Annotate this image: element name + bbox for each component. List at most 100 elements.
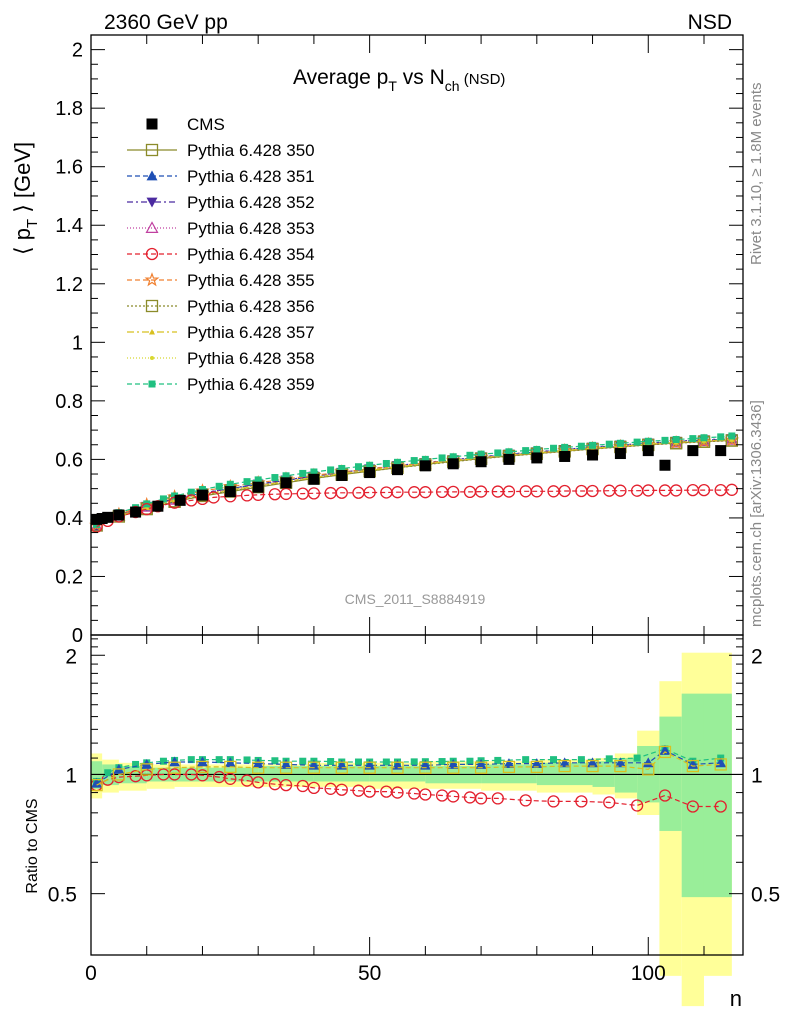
data-point — [310, 468, 318, 476]
legend-marker — [145, 143, 159, 157]
ratio-point — [252, 776, 265, 789]
data-point — [198, 486, 206, 494]
ratio-y-tick-label: 1 — [65, 764, 77, 787]
data-point — [243, 478, 251, 486]
data-point — [102, 511, 114, 523]
ratio-point — [558, 759, 571, 773]
ratio-point — [531, 758, 543, 769]
ratio-point — [503, 758, 515, 769]
ratio-point — [614, 759, 627, 773]
ratio-point — [494, 756, 502, 764]
ratio-point — [547, 795, 560, 808]
data-point — [577, 442, 585, 450]
ratio-y-label: Ratio to CMS — [24, 798, 41, 893]
data-point — [715, 445, 727, 457]
ratio-point — [642, 757, 654, 768]
ratio-point — [633, 754, 641, 762]
data-point — [474, 485, 488, 498]
ratio-point — [243, 756, 251, 764]
ratio-point — [187, 756, 195, 764]
data-point — [113, 509, 125, 521]
ratio-point — [391, 786, 404, 799]
ratio-point — [410, 758, 418, 766]
ratio-point — [559, 757, 571, 768]
series-4 — [90, 433, 739, 532]
ratio-line — [96, 748, 721, 782]
legend-label: Pythia 6.428 359 — [187, 375, 315, 394]
data-point — [391, 464, 403, 476]
data-point — [502, 485, 516, 498]
ratio-point — [335, 761, 348, 774]
data-point — [614, 448, 626, 460]
data-point — [421, 455, 429, 463]
legend-marker — [145, 221, 159, 233]
data-point — [447, 458, 459, 470]
data-point — [308, 473, 320, 485]
ratio-point — [104, 769, 112, 777]
ratio-point — [168, 761, 181, 774]
data-point — [505, 448, 513, 456]
data-point — [466, 451, 474, 459]
data-point — [475, 456, 487, 468]
ratio-point — [577, 756, 585, 764]
ratio-point — [419, 788, 432, 801]
legend-label: Pythia 6.428 355 — [187, 271, 315, 290]
x-tick-label: 100 — [631, 962, 666, 985]
data-point — [614, 484, 627, 497]
data-point — [696, 433, 712, 448]
ratio-point — [642, 763, 655, 776]
series-line — [96, 440, 732, 527]
data-point — [307, 487, 321, 500]
main-plot: 0 0.2 0.4 0.6 0.8 1 1.2 1.4 1.6 1.8 2 — [55, 34, 744, 647]
ratio-point — [447, 761, 460, 774]
ratio-point — [363, 785, 376, 798]
data-point — [672, 435, 680, 443]
data-point — [196, 489, 208, 501]
data-point — [700, 434, 708, 442]
data-point — [605, 440, 613, 448]
y-tick-label: 0.8 — [55, 391, 83, 413]
ratio-point — [279, 778, 293, 792]
ratio-point — [196, 760, 209, 774]
ratio-series-3 — [90, 745, 727, 792]
ratio-point — [363, 761, 376, 774]
ratio-point — [382, 758, 390, 766]
legend-entry: Pythia 6.428 352 — [127, 193, 315, 212]
data-point — [226, 480, 234, 488]
ratio-point — [307, 781, 321, 795]
x-tick-label: 50 — [358, 962, 381, 985]
data-point — [438, 454, 446, 462]
series-line — [96, 435, 732, 525]
header-right: NSD — [688, 11, 732, 34]
data-point — [280, 477, 292, 489]
data-point — [91, 513, 103, 525]
ratio-point — [335, 783, 348, 796]
data-point — [393, 458, 401, 466]
ratio-point — [91, 777, 103, 788]
ratio-line — [96, 751, 721, 786]
legend-marker — [146, 197, 158, 208]
series-line — [96, 438, 732, 527]
data-point — [533, 445, 541, 453]
ratio-point — [686, 800, 699, 813]
legend-entry: Pythia 6.428 357 — [127, 323, 315, 342]
legend-label: Pythia 6.428 351 — [187, 167, 315, 186]
data-point — [587, 449, 599, 461]
ratio-point — [522, 756, 530, 764]
ratio-line — [96, 773, 721, 808]
y-tick-label: 1.2 — [55, 274, 83, 296]
ratio-y-tick-label-right: 0.5 — [751, 884, 780, 907]
data-point — [224, 486, 236, 498]
data-point — [633, 438, 641, 446]
legend-marker — [146, 170, 158, 181]
legend-label: Pythia 6.428 353 — [187, 219, 315, 238]
title-mid: vs N — [397, 66, 445, 89]
data-point — [335, 486, 348, 499]
legend-marker — [150, 356, 154, 360]
data-point — [354, 463, 362, 471]
ratio-point — [587, 757, 599, 768]
data-point — [254, 476, 262, 484]
data-point — [550, 444, 558, 452]
ratio-point — [474, 761, 488, 774]
title-sub2: ch — [445, 78, 460, 94]
